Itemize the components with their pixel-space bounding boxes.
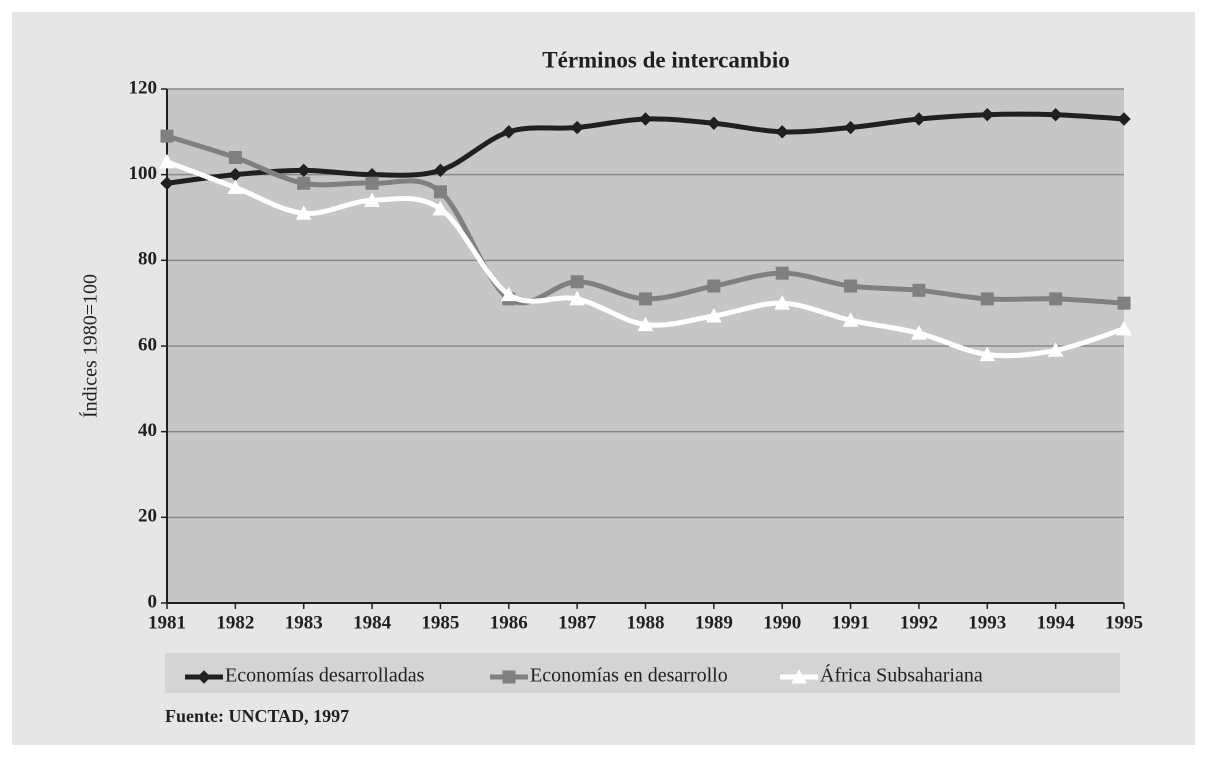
marker [706, 307, 722, 323]
marker [1047, 342, 1064, 357]
y-tick-label: 0 [148, 591, 158, 612]
marker [295, 205, 312, 220]
y-axis-label: Índices 1980=100 [79, 274, 102, 418]
y-tick-label: 120 [129, 77, 158, 98]
x-tick-label: 1986 [490, 612, 528, 633]
source: Fuente: UNCTAD, 1997 [165, 706, 349, 726]
y-tick-label: 60 [138, 334, 157, 355]
marker [775, 125, 789, 139]
marker [433, 185, 447, 199]
marker [775, 266, 789, 280]
marker [365, 176, 379, 190]
marker [160, 129, 174, 143]
x-tick-label: 1987 [558, 612, 597, 633]
legend [165, 653, 1120, 693]
marker [843, 120, 858, 135]
marker [844, 279, 858, 293]
x-tick-label: 1981 [148, 612, 186, 633]
marker [432, 200, 449, 216]
marker [707, 116, 721, 130]
x-tick-label: 1993 [968, 612, 1006, 633]
marker [912, 112, 926, 126]
x-tick-label: 1990 [763, 612, 801, 633]
marker [570, 275, 584, 289]
marker [1117, 112, 1131, 126]
marker [502, 125, 516, 139]
x-tick-label: 1988 [627, 612, 665, 633]
x-tick-label: 1985 [421, 612, 459, 633]
y-tick-label: 100 [129, 163, 158, 184]
x-tick-label: 1983 [285, 612, 323, 633]
marker [707, 279, 721, 293]
marker [569, 290, 585, 306]
marker [980, 107, 994, 122]
y-tick-label: 80 [138, 249, 157, 270]
marker [500, 286, 517, 302]
marker [433, 163, 448, 178]
marker [979, 346, 996, 362]
marker [1048, 107, 1063, 122]
marker [197, 670, 211, 684]
x-tick-label: 1982 [216, 612, 254, 633]
marker [1116, 320, 1132, 336]
marker [502, 670, 516, 684]
marker [570, 120, 584, 135]
marker [228, 151, 242, 165]
x-tick-label: 1995 [1105, 612, 1143, 633]
marker [1049, 292, 1063, 306]
x-tick-label: 1992 [900, 612, 938, 633]
marker [297, 163, 311, 178]
marker [637, 316, 654, 332]
chart-title: Términos de intercambio [542, 47, 789, 72]
marker [227, 179, 244, 195]
marker [791, 668, 807, 684]
marker [160, 176, 174, 190]
marker [638, 112, 653, 126]
y-tick-label: 20 [138, 506, 157, 527]
line [166, 133, 1125, 306]
marker [774, 295, 791, 310]
legend-label: África Subsahariana [820, 664, 983, 687]
marker [1117, 296, 1131, 310]
marker [297, 176, 311, 190]
marker [842, 312, 859, 327]
x-tick-label: 1994 [1037, 612, 1076, 633]
x-tick-label: 1989 [695, 612, 733, 633]
marker [911, 325, 927, 340]
x-tick-label: 1991 [832, 612, 870, 633]
legend-label: Economías en desarrollo [530, 665, 728, 687]
marker [639, 292, 652, 306]
marker [364, 192, 380, 207]
x-tick-label: 1984 [353, 612, 392, 633]
y-tick-label: 40 [138, 420, 157, 441]
legend-label: Economías desarrolladas [225, 665, 425, 687]
marker [912, 283, 926, 297]
marker [159, 153, 175, 169]
marker [980, 292, 994, 306]
